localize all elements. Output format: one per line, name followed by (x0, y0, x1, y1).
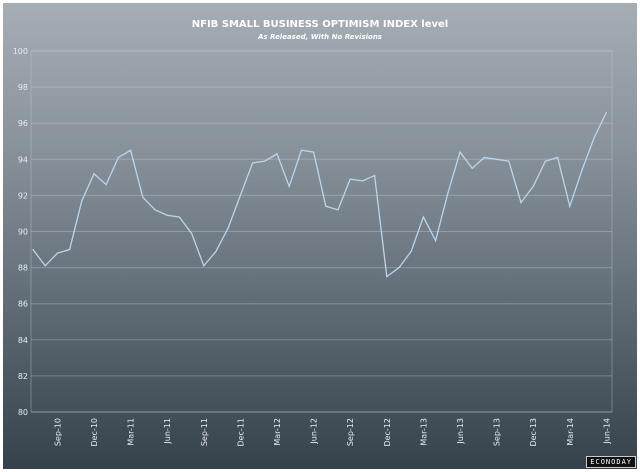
y-tick-label: 90 (18, 228, 28, 237)
data-point (252, 162, 254, 164)
data-point (569, 205, 571, 207)
y-tick-label: 96 (18, 119, 28, 128)
y-tick-label: 82 (18, 372, 28, 381)
data-point (361, 180, 363, 182)
data-point (93, 173, 95, 175)
data-point (532, 185, 534, 187)
data-point (227, 227, 229, 229)
x-tick-label: Dec-10 (90, 418, 99, 447)
x-tick-label: Sep-13 (493, 418, 502, 446)
data-point (581, 169, 583, 171)
y-tick-label: 94 (18, 155, 28, 164)
data-point (483, 156, 485, 159)
data-point (81, 200, 83, 202)
data-point (508, 160, 510, 162)
chart-background (3, 3, 637, 469)
x-tick-label: Jun-13 (456, 418, 465, 445)
x-tick-label: Jun-14 (602, 418, 611, 445)
x-tick-label: Dec-13 (529, 418, 538, 447)
series-line (32, 112, 607, 278)
x-tick-label: Sep-12 (346, 418, 355, 446)
x-tick-label: Mar-13 (419, 418, 428, 446)
data-point (300, 149, 302, 151)
data-point (178, 216, 180, 218)
data-point (105, 183, 107, 186)
plot-area (30, 50, 613, 413)
y-tick-label: 100 (13, 47, 28, 56)
data-point (398, 267, 400, 269)
data-point (264, 160, 266, 162)
data-point (32, 248, 34, 251)
x-tick-label: Sep-11 (200, 418, 209, 446)
data-point (288, 185, 290, 187)
data-point (605, 111, 608, 113)
y-tick-label: 98 (18, 83, 28, 92)
econoday-logo: ECONODAY (586, 456, 636, 468)
data-point (276, 153, 278, 155)
data-point (520, 202, 522, 204)
y-tick-label: 80 (18, 408, 28, 417)
data-point (69, 248, 71, 251)
data-point (422, 216, 424, 218)
data-point (593, 137, 595, 139)
data-point (203, 265, 205, 267)
data-point (471, 167, 473, 169)
data-point (191, 232, 193, 234)
data-point (239, 194, 241, 196)
data-point (435, 239, 437, 242)
x-tick-label: Jun-12 (310, 418, 319, 445)
data-point (447, 192, 449, 195)
data-point (142, 196, 144, 198)
x-tick-label: Mar-12 (273, 418, 282, 446)
data-point (117, 156, 119, 159)
data-point (56, 252, 59, 254)
y-tick-label: 92 (18, 191, 28, 200)
data-point (544, 160, 547, 162)
chart-subtitle: As Released, With No Revisions (257, 33, 382, 41)
x-tick-label: Dec-12 (383, 418, 392, 447)
data-point (337, 209, 339, 211)
data-point (410, 250, 412, 252)
data-point (44, 265, 46, 267)
data-point (166, 214, 168, 216)
x-tick-label: Jun-11 (163, 418, 172, 445)
data-point (459, 151, 461, 153)
data-point (154, 209, 156, 211)
x-tick-label: Sep-10 (53, 418, 62, 446)
y-tick-label: 84 (18, 336, 28, 345)
y-tick-label: 86 (18, 300, 28, 309)
data-point (325, 205, 327, 207)
y-tick-label: 88 (18, 264, 28, 273)
x-tick-label: Mar-11 (127, 418, 136, 446)
data-point (496, 158, 498, 160)
chart-title: NFIB SMALL BUSINESS OPTIMISM INDEX level (192, 19, 448, 30)
data-point (386, 276, 388, 278)
x-tick-label: Dec-11 (236, 418, 245, 447)
data-point (557, 156, 559, 159)
data-point (215, 250, 217, 252)
data-point (130, 149, 132, 151)
x-tick-label: Mar-14 (566, 418, 575, 446)
data-point (374, 174, 376, 177)
data-point (313, 151, 315, 153)
data-point (349, 178, 351, 180)
